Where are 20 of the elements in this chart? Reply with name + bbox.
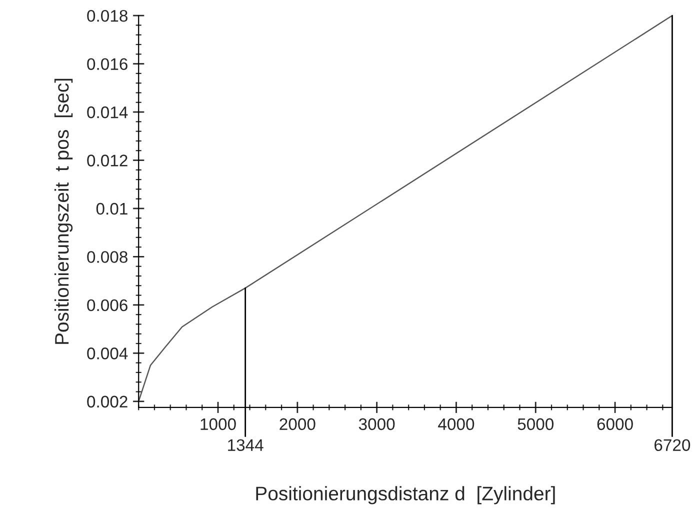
y-tick-label: 0.006 [87, 299, 128, 312]
y-tick-label: 0.018 [87, 10, 128, 22]
y-tick-label: 0.014 [87, 106, 128, 118]
x-tick-label: 1000 [200, 418, 236, 430]
y-tick-label: 0.012 [87, 154, 128, 166]
line-series [138, 16, 672, 402]
x-tick-label: 2000 [280, 418, 316, 430]
y-tick-label: 0.004 [87, 348, 128, 360]
y-tick-label: 0.01 [96, 202, 128, 215]
x-tick-label: 3000 [358, 418, 395, 430]
ref-line-label: 6720 [654, 439, 690, 452]
ref-line-label: 1344 [228, 439, 264, 452]
x-axis-title: Positionierungsdistanz d [Zylinder] [256, 486, 555, 504]
x-tick-label: 4000 [438, 418, 474, 430]
y-tick-label: 0.008 [87, 251, 128, 263]
y-tick-label: 0.002 [87, 396, 128, 408]
x-tick-label: 5000 [518, 418, 554, 430]
y-axis-title: Positionierungszeit t pos [sec] [54, 78, 73, 344]
y-tick-label: 0.016 [87, 58, 128, 70]
x-tick-label: 6000 [597, 418, 633, 430]
